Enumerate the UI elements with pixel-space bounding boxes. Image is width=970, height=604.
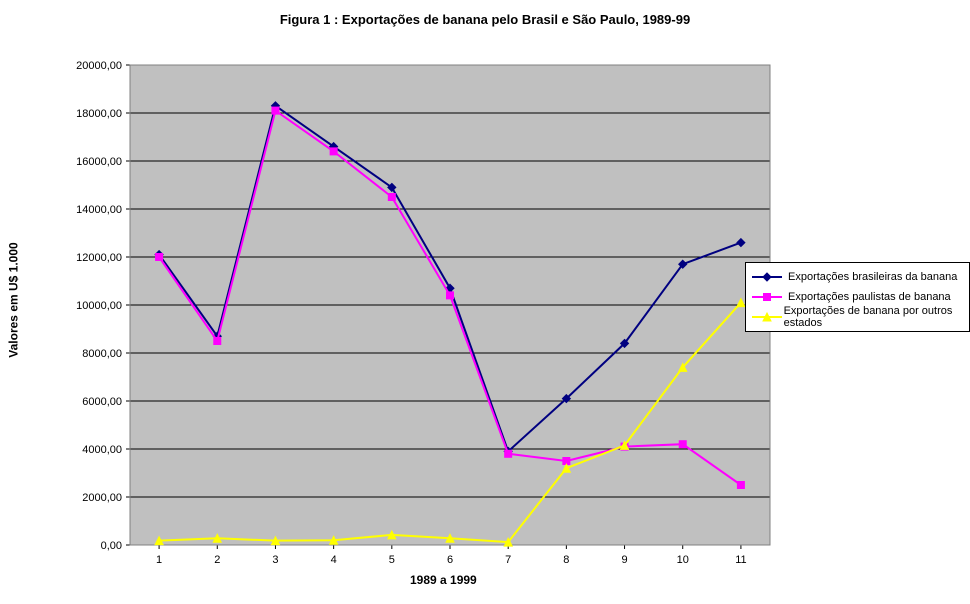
legend-swatch-icon bbox=[752, 310, 778, 324]
plot-svg: 0,00 2000,00 4000,00 6000,00 8000,00 10000,00… bbox=[60, 60, 780, 590]
y-axis-label: Valores em U$ 1.000 bbox=[7, 242, 21, 357]
x-axis-label: 1989 a 1999 bbox=[410, 573, 477, 587]
chart-page: Figura 1 : Exportações de banana pelo Br… bbox=[0, 0, 970, 604]
svg-text:14000,00: 14000,00 bbox=[76, 204, 122, 216]
y-axis-label-wrap: Valores em U$ 1.000 bbox=[2, 60, 26, 540]
legend-label: Exportações de banana por outros estados bbox=[784, 305, 963, 329]
svg-text:9: 9 bbox=[621, 554, 627, 566]
svg-text:4: 4 bbox=[331, 554, 337, 566]
svg-text:5: 5 bbox=[389, 554, 395, 566]
svg-text:8: 8 bbox=[563, 554, 569, 566]
legend-box: Exportações brasileiras da banana Exporta… bbox=[745, 262, 970, 332]
svg-text:3: 3 bbox=[272, 554, 278, 566]
chart-title: Figura 1 : Exportações de banana pelo Br… bbox=[0, 12, 970, 27]
legend-swatch-icon bbox=[752, 270, 782, 284]
legend-label: Exportações brasileiras da banana bbox=[788, 271, 957, 283]
svg-text:6000,00: 6000,00 bbox=[82, 396, 122, 408]
svg-text:10000,00: 10000,00 bbox=[76, 300, 122, 312]
svg-text:10: 10 bbox=[677, 554, 689, 566]
svg-text:4000,00: 4000,00 bbox=[82, 444, 122, 456]
legend-label: Exportações paulistas de banana bbox=[788, 291, 951, 303]
svg-text:0,00: 0,00 bbox=[101, 540, 122, 552]
svg-text:2: 2 bbox=[214, 554, 220, 566]
legend-row: Exportações paulistas de banana bbox=[752, 287, 963, 307]
svg-text:18000,00: 18000,00 bbox=[76, 108, 122, 120]
svg-text:1: 1 bbox=[156, 554, 162, 566]
svg-text:8000,00: 8000,00 bbox=[82, 348, 122, 360]
legend-swatch-icon bbox=[752, 290, 782, 304]
svg-text:16000,00: 16000,00 bbox=[76, 156, 122, 168]
svg-text:20000,00: 20000,00 bbox=[76, 60, 122, 72]
svg-text:2000,00: 2000,00 bbox=[82, 492, 122, 504]
legend-row: Exportações de banana por outros estados bbox=[752, 307, 963, 327]
legend-row: Exportações brasileiras da banana bbox=[752, 267, 963, 287]
svg-text:6: 6 bbox=[447, 554, 453, 566]
plot-area-wrap: 0,00 2000,00 4000,00 6000,00 8000,00 10000,00… bbox=[60, 60, 780, 593]
svg-text:11: 11 bbox=[735, 554, 746, 566]
svg-text:12000,00: 12000,00 bbox=[76, 252, 122, 264]
svg-text:7: 7 bbox=[505, 554, 511, 566]
